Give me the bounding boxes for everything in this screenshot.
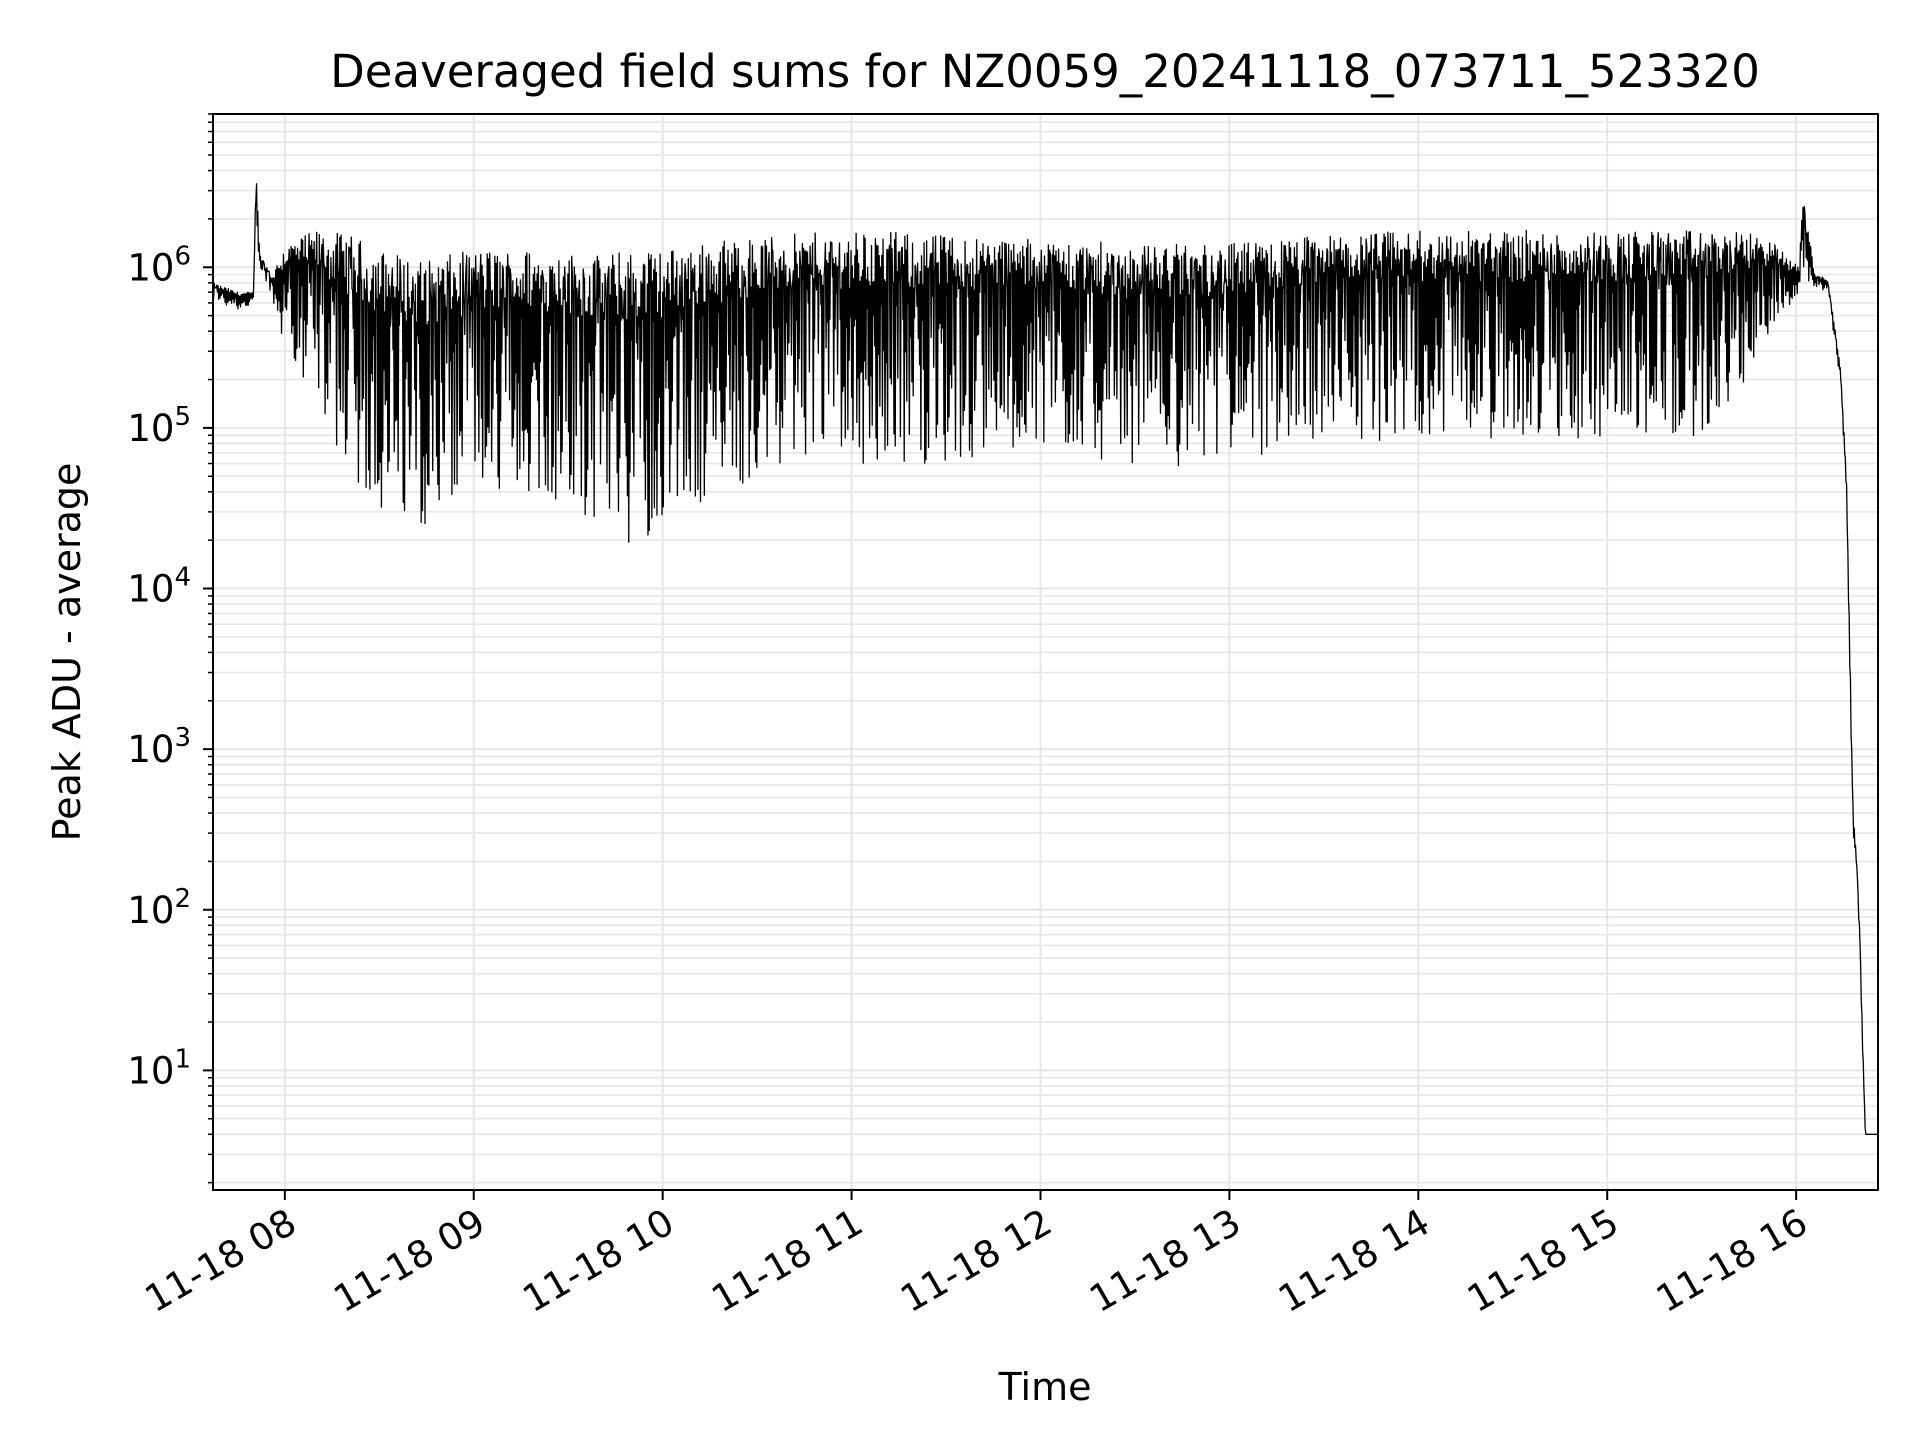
y-tick-base: 10	[127, 1049, 174, 1092]
y-tick-base: 10	[127, 889, 174, 932]
y-tick-base: 10	[127, 407, 174, 450]
y-tick-label: 104	[127, 563, 191, 611]
y-tick-exponent: 5	[174, 402, 191, 432]
y-tick-base: 10	[127, 728, 174, 771]
y-tick-label: 103	[127, 723, 191, 771]
y-tick-base: 10	[127, 246, 174, 289]
y-tick-label: 102	[127, 884, 191, 932]
y-tick-label: 106	[127, 241, 191, 289]
series-line-0	[212, 183, 1878, 1135]
y-tick-label: 101	[127, 1044, 191, 1092]
y-tick-label: 105	[127, 402, 191, 450]
chart-title: Deaveraged field sums for NZ0059_2024111…	[330, 45, 1760, 98]
y-tick-base: 10	[127, 568, 174, 611]
y-tick-exponent: 2	[174, 884, 191, 914]
x-axis-label: Time	[998, 1365, 1092, 1409]
y-tick-exponent: 6	[174, 241, 191, 271]
y-tick-exponent: 4	[174, 563, 191, 593]
y-tick-exponent: 3	[174, 723, 191, 753]
y-axis-label: Peak ADU - average	[45, 463, 89, 842]
y-tick-exponent: 1	[174, 1044, 191, 1074]
plot-frame	[212, 113, 1879, 1191]
series-layer	[212, 183, 1878, 1135]
